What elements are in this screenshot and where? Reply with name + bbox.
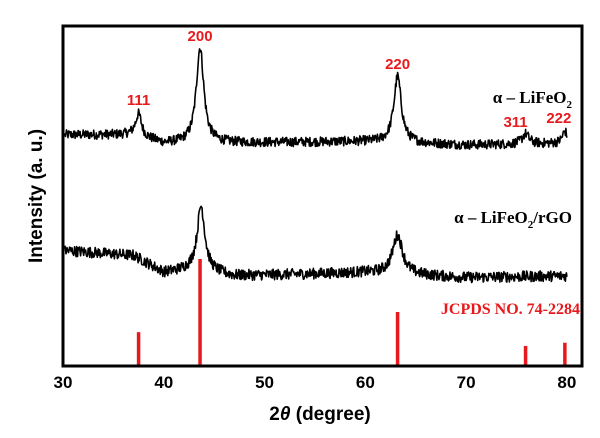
x-tick-label: 60 bbox=[356, 373, 375, 392]
x-tick-label: 70 bbox=[457, 373, 476, 392]
peak-label-311: 311 bbox=[503, 114, 527, 131]
plot-frame bbox=[61, 24, 584, 368]
x-axis-label: 2θ (degree) bbox=[269, 404, 370, 425]
peak-label-222: 222 bbox=[546, 110, 571, 127]
series-line-0 bbox=[64, 48, 568, 150]
series-layer bbox=[64, 48, 568, 284]
x-tick-label: 40 bbox=[154, 373, 173, 392]
x-tick-label: 50 bbox=[255, 373, 274, 392]
x-tick-label: 80 bbox=[557, 373, 576, 392]
peak-label-111: 111 bbox=[127, 92, 150, 109]
series-line-1 bbox=[64, 205, 568, 284]
peak-label-220: 220 bbox=[385, 56, 410, 73]
x-ticks: 30 40 50 60 70 80 bbox=[54, 373, 577, 392]
reference-label: JCPDS NO. 74-2284 bbox=[441, 301, 580, 318]
series-label-lifeo2: α – LiFeO2 bbox=[493, 88, 573, 111]
series-label-lifeo2-rgo: α – LiFeO2/rGO bbox=[454, 208, 572, 231]
peak-label-200: 200 bbox=[188, 28, 213, 45]
peak-annotations: 111 200 220 311 222 bbox=[127, 28, 571, 131]
x-tick-label: 30 bbox=[54, 373, 73, 392]
y-axis-label: Intensity (a. u.) bbox=[26, 129, 47, 263]
reference-sticks bbox=[136, 259, 567, 365]
